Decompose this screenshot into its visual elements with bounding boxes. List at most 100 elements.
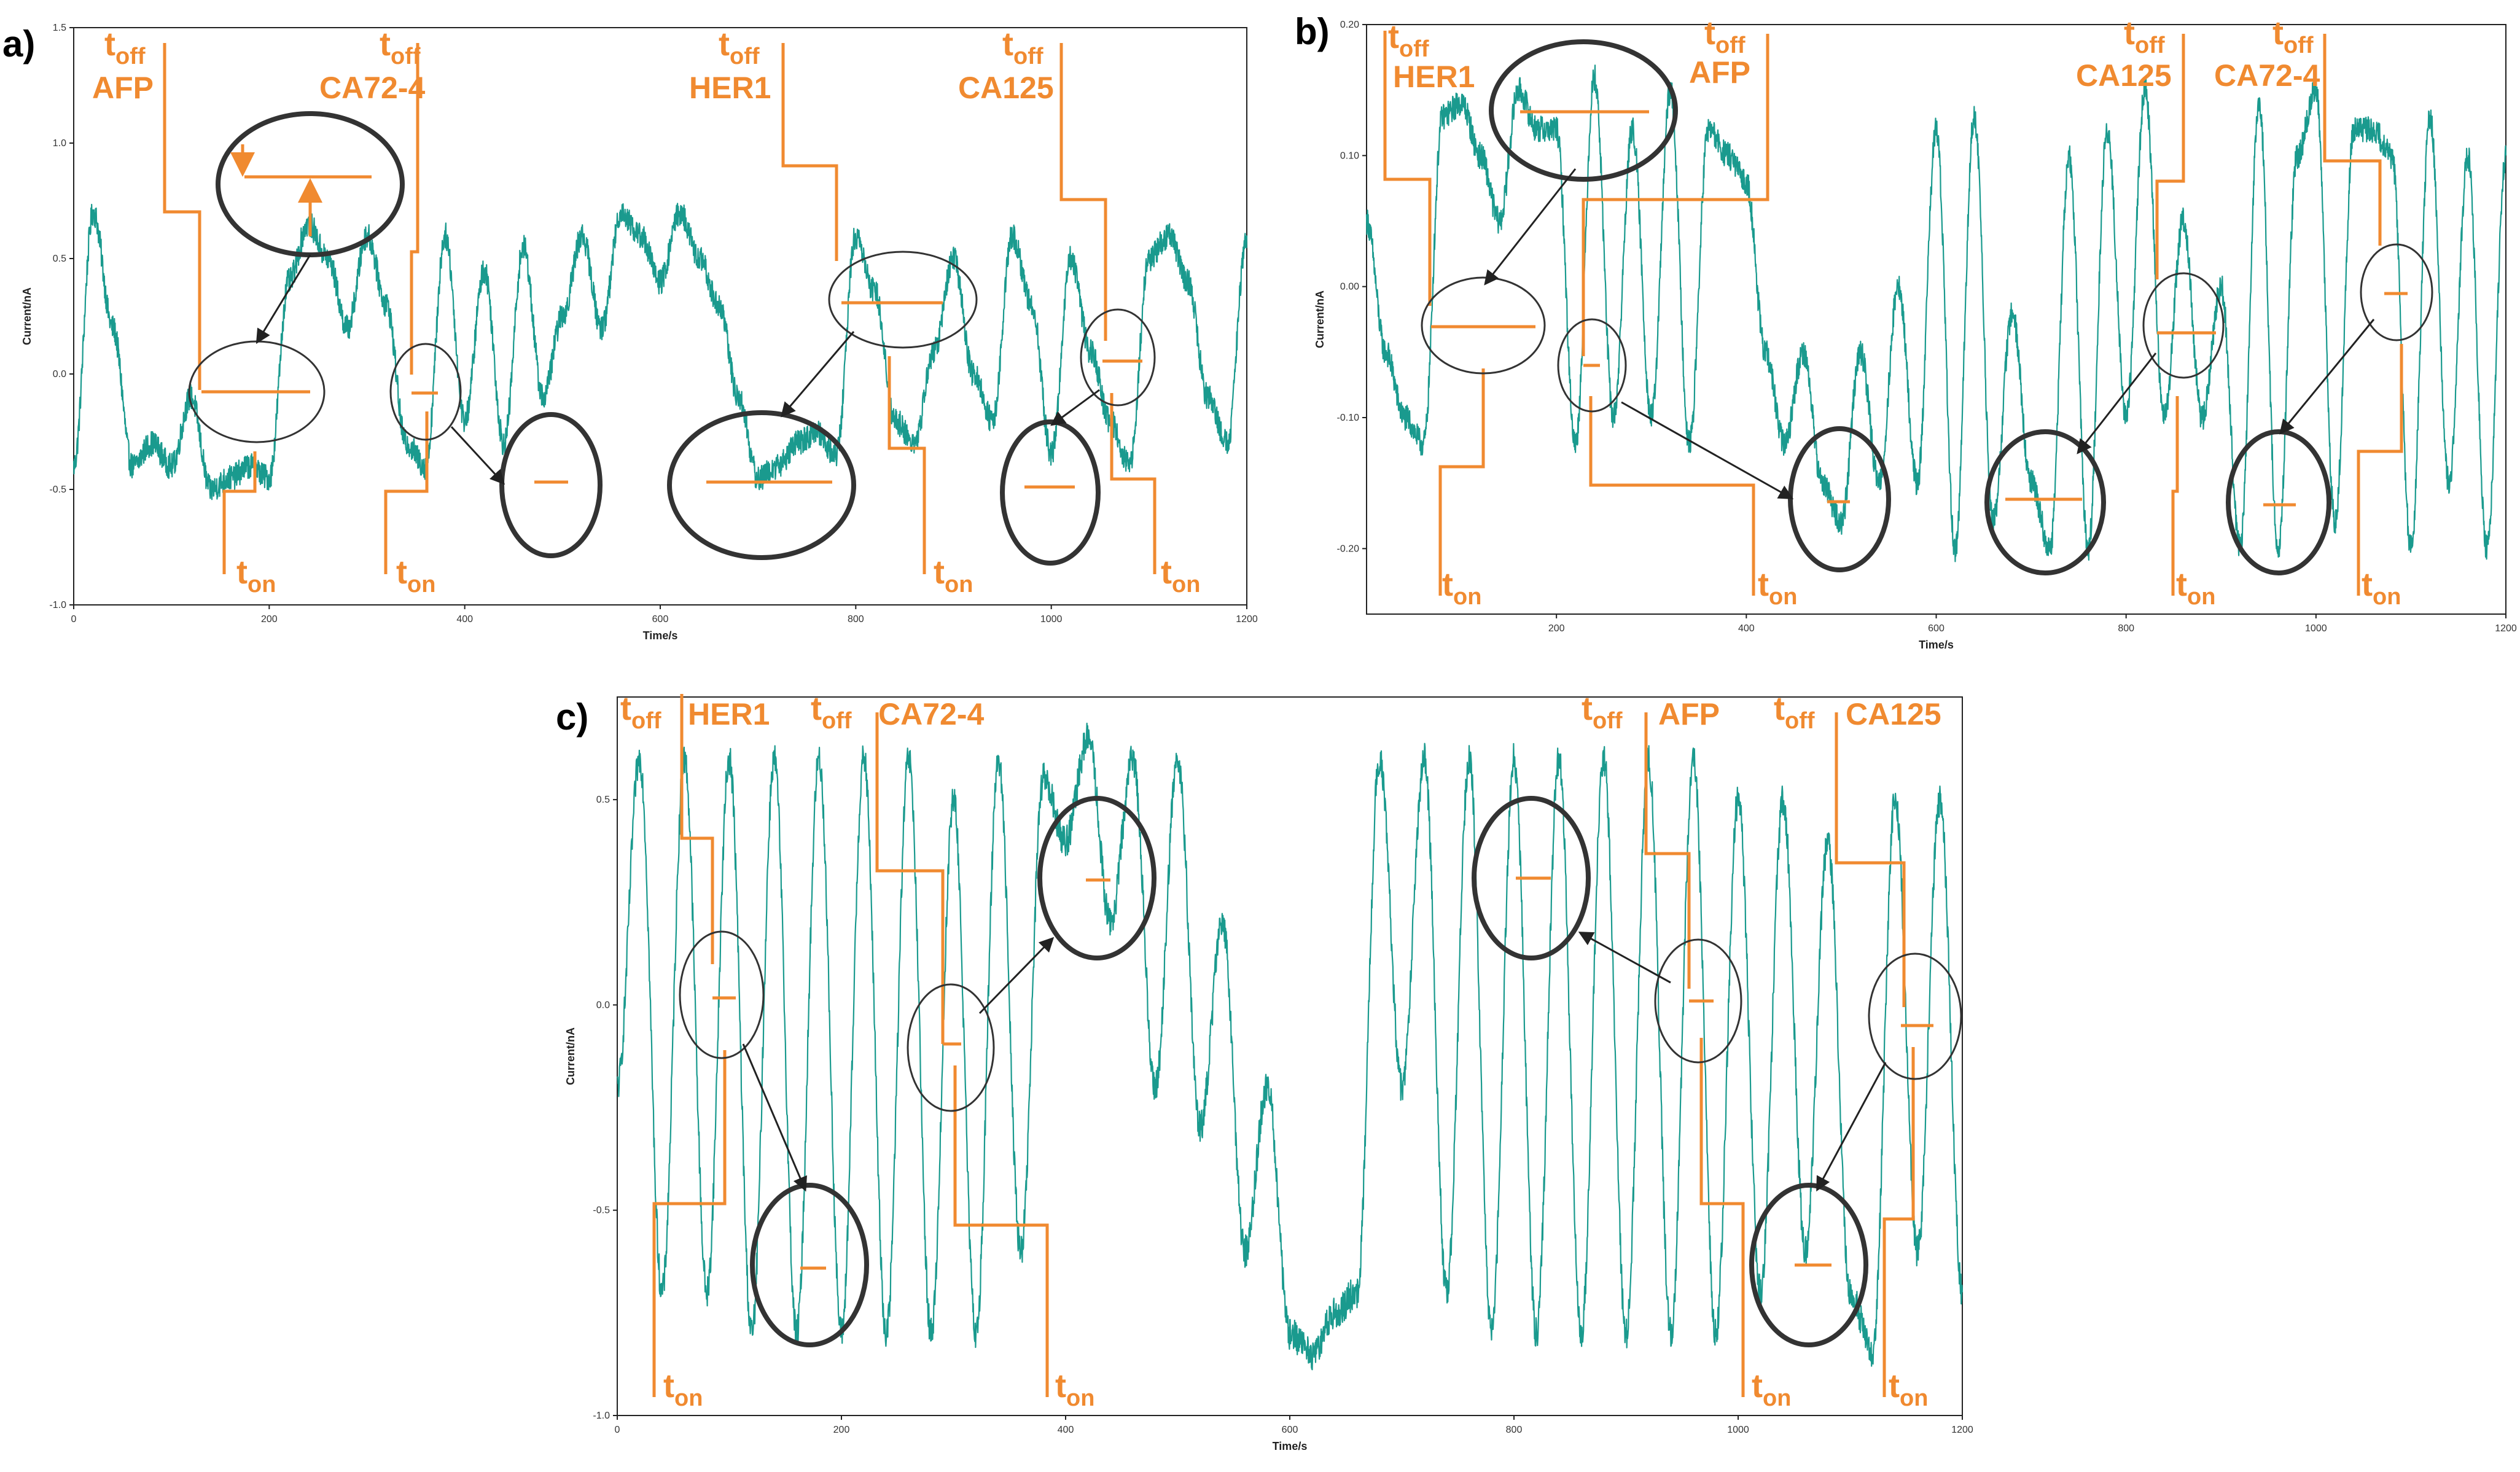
panel-label-a: a) — [2, 23, 35, 64]
panel-c-annotations: toff HER1 toff CA72-4 toff AFP toff CA12… — [620, 690, 1962, 1411]
y-tick-label-c: -1.0 — [593, 1411, 610, 1421]
b-leader-toff-her1 — [1383, 31, 1432, 306]
c-leader-ton-ca125 — [1882, 1047, 1915, 1397]
b-toff-afp: toff — [1704, 15, 1746, 58]
c-leader-ton-ca724 — [953, 1065, 1049, 1397]
x-tick-label-a: 0 — [71, 614, 77, 625]
panel-a: a) 0 200 400 600 800 1000 1200 -1.0 -0.5 0.0 0.5 1.… — [2, 23, 1258, 642]
a-connector-ca724 — [450, 426, 505, 485]
b-connector-afp — [1621, 401, 1794, 499]
y-tick-label-a: -1.0 — [49, 600, 66, 610]
b-ton-3: ton — [2176, 566, 2215, 610]
a-leader-ton-ca724 — [384, 411, 429, 574]
b-leader-toff-afp — [1582, 34, 1769, 356]
c-toff-ca724: toff — [811, 690, 852, 734]
y-tick-label-b: -0.20 — [1337, 543, 1360, 554]
x-tick-label-a: 600 — [652, 614, 669, 625]
x-tick-label-b: 400 — [1738, 623, 1755, 634]
x-axis-label-b: Time/s — [1919, 639, 1954, 651]
x-tick-label-b: 600 — [1928, 623, 1945, 634]
x-axis-label-a: Time/s — [643, 629, 678, 642]
c-ton-3: ton — [1752, 1368, 1791, 1411]
panel-label-c: c) — [556, 696, 588, 738]
c-tag-her1: HER1 — [688, 697, 770, 731]
c-leader-ton-her1 — [652, 1050, 727, 1397]
b-circle-her1-small — [1421, 276, 1546, 375]
series-line-b — [1365, 64, 2507, 563]
c-leader-toff-ca125 — [1835, 712, 1906, 1007]
y-axis-label-a: Current/nA — [21, 287, 33, 345]
c-leader-toff-ca724 — [875, 712, 945, 1044]
b-connector-ca724 — [2279, 319, 2375, 435]
c-connector-ca724 — [978, 937, 1055, 1014]
c-tag-ca724: CA72-4 — [878, 697, 984, 731]
b-ton-2: ton — [1758, 566, 1797, 610]
b-ton-4: ton — [2362, 566, 2401, 610]
b-circle-ca724-large — [2226, 429, 2331, 575]
b-toff-ca724: toff — [2272, 15, 2314, 58]
c-circle-ca125-large — [1749, 1183, 1868, 1347]
a-ton-3: ton — [934, 554, 973, 598]
x-tick-label-b: 1000 — [2305, 623, 2327, 634]
c-toff-ca125: toff — [1774, 690, 1815, 734]
a-leader-toff-ca125 — [1059, 43, 1107, 341]
panel-a-annotations: toff AFP toff CA72-4 toff HER1 toff CA12… — [92, 26, 1200, 598]
b-circle-ca125-small — [2142, 272, 2225, 379]
c-circle-afp-small — [1654, 938, 1742, 1064]
y-tick-label-a: -0.5 — [49, 485, 66, 495]
a-leader-ton-ca125 — [1110, 393, 1157, 574]
b-tag-ca125: CA125 — [2076, 58, 2172, 93]
a-ton-1: ton — [236, 554, 276, 598]
y-tick-label-c: 0.5 — [596, 795, 610, 805]
a-circle-her1-small — [828, 251, 978, 349]
a-tag-her1: HER1 — [689, 71, 771, 105]
a-connector-ca125 — [1050, 389, 1100, 426]
b-circle-ca125-large — [1984, 429, 2106, 575]
y-axis-label-b: Current/nA — [1314, 290, 1326, 348]
x-tick-label-a: 1000 — [1040, 614, 1063, 625]
a-tag-ca125: CA125 — [958, 71, 1054, 105]
y-tick-label-b: 0.10 — [1340, 150, 1359, 161]
c-leader-toff-afp — [1644, 712, 1691, 989]
y-tick-label-a: 0.0 — [53, 369, 66, 380]
panel-b-annotations: toff HER1 toff AFP toff CA125 toff CA72-… — [1383, 15, 2433, 610]
b-leader-ton-afp — [1589, 396, 1755, 596]
y-tick-label-c: -0.5 — [593, 1205, 610, 1216]
y-tick-label-a: 1.5 — [53, 23, 66, 33]
a-leader-ton-afp — [222, 451, 257, 574]
b-circle-afp-small — [1557, 318, 1627, 413]
c-connector-afp — [1578, 932, 1671, 984]
y-tick-label-b: 0.00 — [1340, 282, 1359, 292]
x-tick-label-c: 200 — [833, 1425, 850, 1435]
b-circle-afp-large — [1489, 39, 1678, 182]
b-toff-her1: toff — [1388, 18, 1429, 62]
b-tag-her1: HER1 — [1393, 60, 1475, 94]
b-tag-ca724: CA72-4 — [2214, 58, 2320, 93]
a-toff-ca724: toff — [380, 26, 421, 69]
x-tick-label-b: 800 — [2118, 623, 2134, 634]
b-leader-ton-her1 — [1438, 368, 1485, 596]
c-circle-her1-large — [750, 1183, 869, 1347]
a-leader-toff-ca724 — [410, 43, 419, 375]
a-tag-afp: AFP — [92, 71, 154, 105]
c-circle-afp-large — [1472, 796, 1591, 960]
a-tag-ca724: CA72-4 — [319, 71, 425, 105]
a-ton-2: ton — [396, 554, 435, 598]
a-circle-ca125-large — [1000, 419, 1101, 566]
b-toff-ca125: toff — [2124, 15, 2165, 58]
c-toff-her1: toff — [620, 690, 661, 734]
x-tick-label-b: 200 — [1548, 623, 1565, 634]
a-leader-ton-her1 — [887, 356, 926, 574]
a-circle-ca724-large — [499, 412, 603, 558]
a-toff-afp: toff — [104, 26, 146, 69]
c-circle-ca724-large — [1037, 796, 1157, 960]
b-ton-1: ton — [1442, 566, 1481, 610]
plot-frame-a — [73, 27, 1247, 606]
y-axis-label-c: Current/nA — [564, 1027, 577, 1085]
c-tag-afp: AFP — [1658, 697, 1720, 731]
b-leader-ton-ca724 — [2357, 344, 2403, 596]
panel-c: c) 0 200 400 600 800 1000 1200 -1.0 -0.5 0.0 0.5 Ti… — [556, 690, 1973, 1452]
c-ton-2: ton — [1055, 1368, 1094, 1411]
b-tag-afp: AFP — [1689, 55, 1750, 90]
